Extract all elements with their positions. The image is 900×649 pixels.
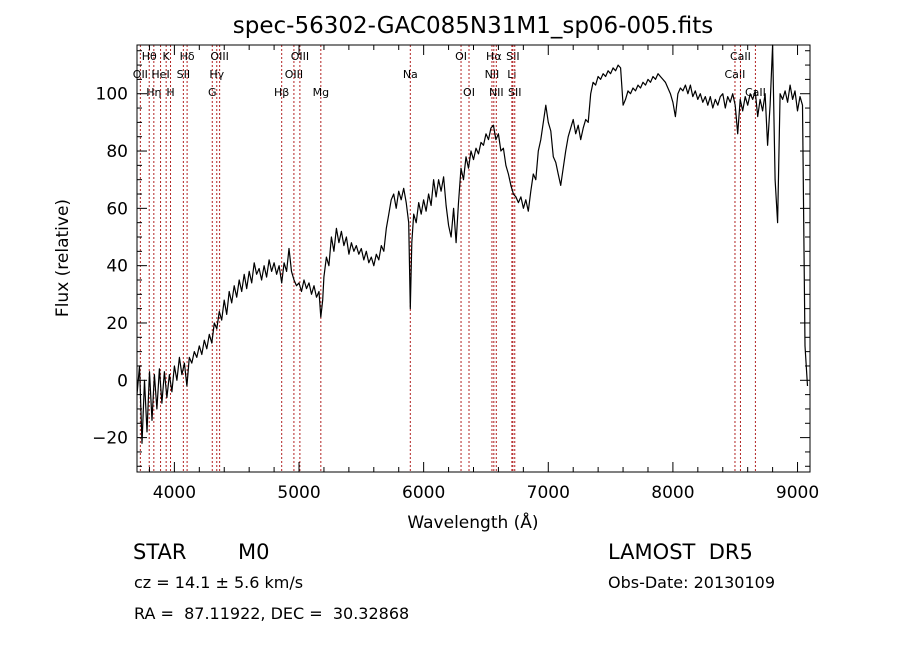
line-marker-label: OIII [285,68,303,81]
line-marker-label: OI [455,50,467,63]
object-subclass: M0 [238,540,270,564]
line-marker-label: Hγ [209,68,224,81]
line-marker-label: Mg [313,86,329,99]
y-tick-label: 40 [106,257,128,277]
y-tick-label: 20 [106,314,128,334]
y-axis-label: Flux (relative) [53,199,73,317]
line-marker-label: NII [489,86,504,99]
redshift-velocity: cz = 14.1 ± 5.6 km/s [134,573,304,592]
y-tick-label: 60 [106,199,128,219]
x-axis-label: Wavelength (Å) [407,511,538,533]
line-marker-label: Hθ [142,50,157,63]
line-marker-label: Hδ [180,50,195,63]
sky-coordinates: RA = 87.11922, DEC = 30.32868 [134,604,410,623]
line-marker-label: Hα [486,50,502,63]
line-marker-label: CaII [725,68,746,81]
line-marker-label: SII [508,86,521,99]
object-class: STAR [133,540,187,564]
y-axis: −20 0 20 40 60 80 100 [92,50,810,467]
y-tick-label: 0 [117,371,128,391]
plot-frame [136,44,811,473]
line-marker-label: Li [507,68,516,81]
spectral-line-markers: OIIHθHηHeIKHSIIHδGHγOIIIHβOIIIOIIIMgNaOI… [133,45,766,472]
x-axis: 4000 5000 6000 7000 8000 9000 [148,45,819,503]
line-marker-label: NII [485,68,500,81]
chart-title: spec-56302-GAC085N31M1_sp06-005.fits [233,13,713,39]
observation-date: Obs-Date: 20130109 [608,573,776,592]
line-marker-label: CaII [730,50,751,63]
spectrum-line [136,44,809,444]
line-marker-label: Na [403,68,418,81]
line-marker-label: Hη [146,86,161,99]
line-marker-label: G [208,86,217,99]
line-marker-label: SII [506,50,519,63]
x-tick-label: 9000 [776,483,819,503]
line-marker-label: OIII [210,50,228,63]
line-marker-label: SII [177,68,190,81]
survey-name: LAMOST DR5 [608,540,753,564]
x-tick-label: 4000 [153,483,196,503]
y-tick-label: 100 [96,85,128,105]
line-marker-label: HeI [151,68,169,81]
line-marker-label: OI [463,86,475,99]
line-marker-label: Hβ [274,86,289,99]
line-marker-label: K [163,50,171,63]
x-tick-label: 5000 [277,483,320,503]
line-marker-label: OIII [291,50,309,63]
y-tick-label: −20 [92,429,128,449]
line-marker-label: H [166,86,174,99]
y-tick-label: 80 [106,142,128,162]
spectrum-line-group [136,44,809,444]
x-tick-label: 8000 [651,483,694,503]
x-tick-label: 6000 [402,483,445,503]
x-tick-label: 7000 [527,483,570,503]
